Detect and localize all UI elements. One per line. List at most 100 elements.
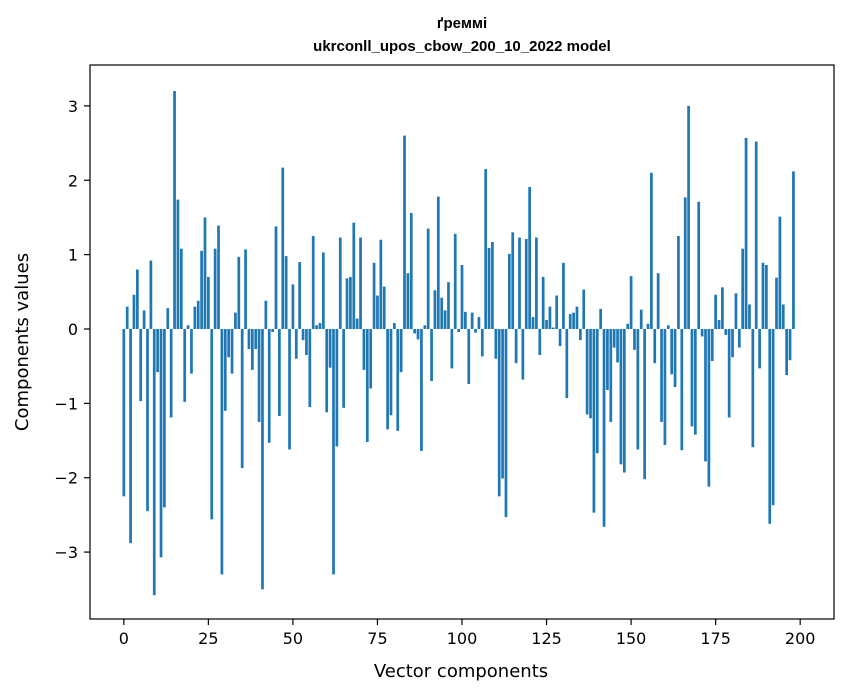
bar bbox=[393, 323, 396, 329]
bar bbox=[318, 323, 322, 329]
bar bbox=[646, 323, 650, 329]
bar bbox=[409, 212, 413, 329]
bar bbox=[338, 237, 342, 329]
bar bbox=[135, 269, 139, 329]
bar bbox=[788, 328, 792, 361]
chart-title: ґреммі bbox=[437, 15, 487, 32]
x-axis-label: Vector components bbox=[374, 661, 548, 682]
bar bbox=[142, 310, 146, 329]
bar bbox=[480, 328, 484, 357]
bar bbox=[585, 328, 589, 415]
bar bbox=[572, 312, 575, 329]
bar bbox=[369, 328, 373, 389]
bar bbox=[491, 241, 494, 329]
y-tick-label: −3 bbox=[54, 543, 78, 562]
bar bbox=[721, 287, 724, 329]
bar bbox=[507, 253, 511, 329]
bar bbox=[464, 311, 467, 329]
bar bbox=[217, 225, 220, 329]
bar bbox=[196, 300, 200, 329]
bar bbox=[349, 276, 352, 329]
bar bbox=[595, 328, 599, 454]
x-tick-label: 150 bbox=[616, 629, 647, 648]
bar bbox=[352, 222, 356, 329]
bar bbox=[629, 276, 633, 329]
bar bbox=[274, 226, 278, 329]
bar bbox=[372, 262, 376, 329]
bar bbox=[186, 325, 190, 329]
bar bbox=[234, 312, 237, 329]
bar bbox=[362, 328, 366, 370]
bar bbox=[433, 290, 437, 329]
bar bbox=[355, 318, 359, 329]
bar bbox=[413, 328, 417, 334]
bar bbox=[332, 328, 335, 575]
bar bbox=[328, 328, 332, 368]
bar bbox=[129, 328, 132, 544]
bar bbox=[717, 320, 721, 329]
bar bbox=[406, 273, 410, 329]
bar bbox=[511, 232, 515, 329]
bar bbox=[589, 328, 592, 419]
bar bbox=[146, 328, 149, 512]
y-tick-label: 0 bbox=[68, 320, 78, 339]
bar bbox=[778, 216, 782, 329]
bar bbox=[244, 249, 247, 329]
bar bbox=[666, 325, 670, 329]
bar bbox=[748, 304, 751, 329]
bar bbox=[264, 300, 268, 329]
bar bbox=[240, 328, 244, 469]
bar bbox=[548, 306, 552, 329]
bar bbox=[207, 276, 210, 329]
bar bbox=[342, 328, 345, 408]
bar bbox=[139, 328, 143, 402]
y-tick-label: 3 bbox=[68, 97, 78, 116]
bar bbox=[200, 250, 203, 329]
x-tick-label: 100 bbox=[447, 629, 478, 648]
bar bbox=[518, 237, 521, 329]
bar bbox=[247, 328, 251, 350]
bar bbox=[487, 247, 491, 329]
bar bbox=[308, 328, 312, 408]
x-tick-label: 50 bbox=[283, 629, 303, 648]
bar bbox=[281, 167, 285, 329]
bar bbox=[315, 325, 318, 329]
bar bbox=[727, 328, 731, 418]
bar bbox=[758, 328, 761, 369]
bar bbox=[386, 328, 389, 430]
bar bbox=[420, 328, 423, 451]
bar bbox=[673, 328, 677, 387]
bar bbox=[690, 328, 694, 427]
x-tick-label: 0 bbox=[119, 629, 129, 648]
bar bbox=[426, 228, 430, 329]
bar bbox=[474, 328, 477, 333]
bar bbox=[693, 328, 697, 435]
bar bbox=[301, 328, 305, 341]
bar bbox=[447, 282, 450, 329]
bar bbox=[582, 289, 586, 329]
bar bbox=[710, 328, 714, 361]
bar bbox=[558, 328, 562, 347]
bar bbox=[443, 310, 447, 329]
x-tick-label: 200 bbox=[785, 629, 816, 648]
bar bbox=[416, 328, 420, 340]
bar bbox=[460, 265, 464, 329]
bar bbox=[619, 328, 623, 465]
bar bbox=[254, 328, 258, 350]
bar bbox=[210, 328, 214, 520]
bar bbox=[220, 328, 224, 575]
bar bbox=[656, 273, 660, 329]
bar bbox=[271, 328, 274, 332]
bar bbox=[257, 328, 261, 422]
bar bbox=[305, 328, 308, 356]
bar bbox=[125, 306, 129, 329]
bar bbox=[592, 328, 596, 513]
bar bbox=[731, 328, 734, 358]
bar bbox=[744, 137, 748, 329]
bar bbox=[250, 328, 254, 370]
bar bbox=[213, 248, 217, 329]
bar bbox=[436, 196, 440, 329]
bar bbox=[379, 239, 383, 329]
bar bbox=[714, 294, 717, 329]
bar bbox=[169, 328, 173, 418]
